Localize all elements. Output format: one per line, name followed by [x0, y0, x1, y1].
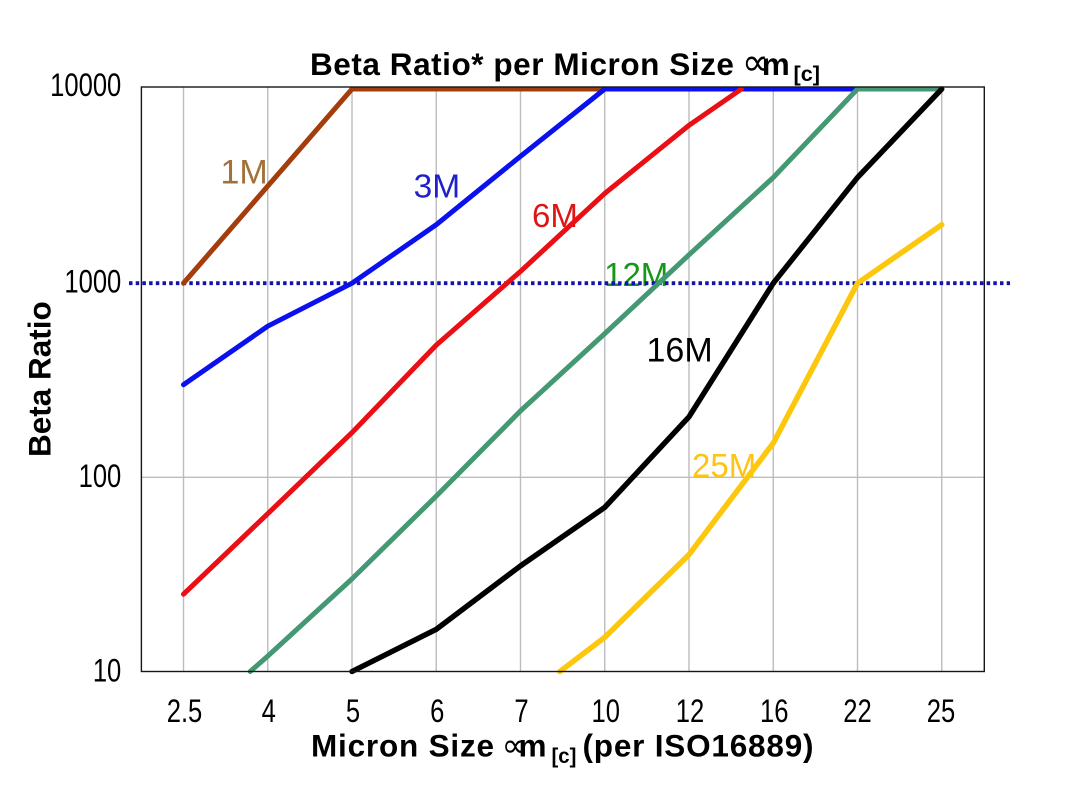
svg-text:1M: 1M — [221, 154, 268, 192]
svg-text:[c]: [c] — [552, 745, 577, 769]
svg-text:2.5: 2.5 — [167, 694, 203, 729]
svg-text:m: m — [762, 46, 790, 82]
svg-text:Micron Size: Micron Size — [311, 727, 495, 763]
svg-text:10: 10 — [93, 654, 121, 689]
svg-text:Beta Ratio* per Micron Size: Beta Ratio* per Micron Size — [310, 46, 734, 82]
svg-text:12M: 12M — [604, 256, 668, 293]
svg-text:22: 22 — [843, 694, 871, 729]
svg-text:4: 4 — [262, 694, 276, 729]
svg-text:16: 16 — [760, 694, 788, 729]
svg-text:∝: ∝ — [502, 726, 526, 763]
svg-text:m: m — [519, 727, 547, 763]
svg-text:Beta Ratio: Beta Ratio — [21, 301, 57, 457]
svg-text:16M: 16M — [647, 332, 713, 370]
svg-text:10: 10 — [591, 694, 619, 729]
svg-text:10000: 10000 — [50, 68, 121, 103]
svg-text:3M: 3M — [414, 168, 461, 205]
svg-text:[c]: [c] — [794, 61, 821, 86]
svg-text:6: 6 — [430, 694, 444, 729]
svg-text:7: 7 — [514, 694, 528, 729]
svg-text:100: 100 — [79, 460, 122, 495]
svg-text:5: 5 — [346, 694, 360, 729]
svg-text:1000: 1000 — [64, 265, 121, 300]
svg-text:25: 25 — [927, 694, 955, 729]
svg-text:6M: 6M — [532, 197, 578, 234]
svg-text:12: 12 — [676, 694, 704, 729]
svg-text:∝: ∝ — [742, 42, 769, 84]
svg-text:(per ISO16889): (per ISO16889) — [583, 727, 815, 763]
